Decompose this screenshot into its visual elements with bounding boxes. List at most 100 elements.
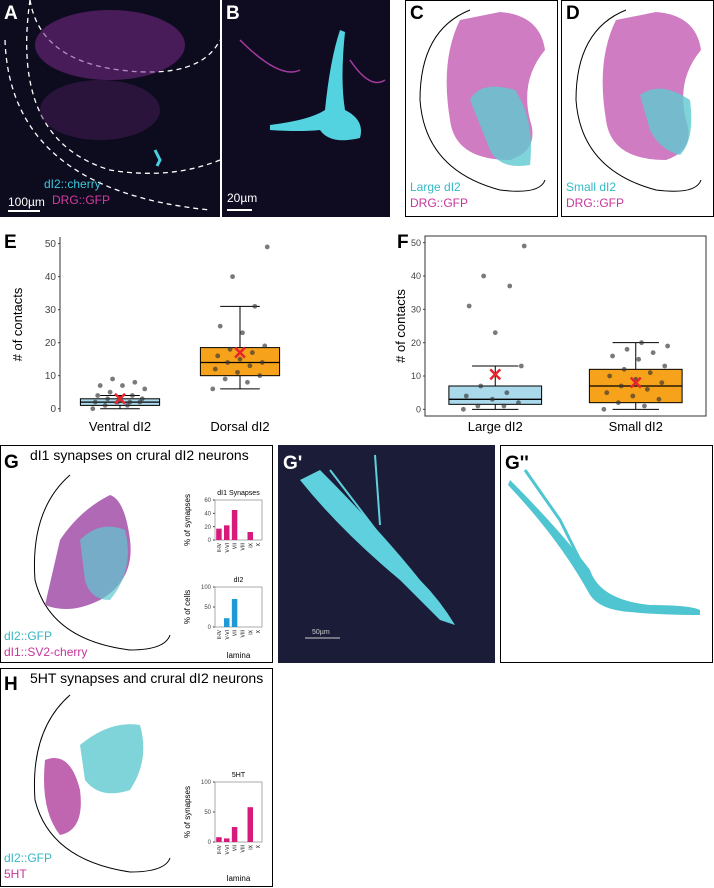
data-point <box>639 340 644 346</box>
data-point <box>521 243 527 249</box>
data-point <box>129 393 135 398</box>
panel-title: dI1 synapses on crural dI2 neurons <box>30 447 249 463</box>
legend-text: DRG::GFP <box>566 196 624 210</box>
panel-label: F <box>397 232 409 253</box>
data-point <box>662 363 668 369</box>
y-tick-label: 20 <box>204 525 211 531</box>
data-point <box>95 393 101 398</box>
x-tick-label: VIII <box>240 630 246 638</box>
data-point <box>650 350 656 356</box>
legend-text: Small dI2 <box>566 180 616 194</box>
data-point <box>257 373 263 379</box>
data-point <box>127 399 133 405</box>
x-tick-label: IX <box>248 629 254 634</box>
data-point <box>665 343 671 349</box>
bar <box>224 838 230 842</box>
cell-area <box>470 86 531 166</box>
data-point <box>105 396 111 402</box>
x-tick-label: II-IV <box>217 629 223 639</box>
x-tick-label: VIII <box>240 543 246 551</box>
neuron <box>153 149 162 167</box>
y-tick-label: 40 <box>411 271 421 281</box>
cell-area <box>80 724 144 794</box>
data-point <box>656 396 662 402</box>
panel-label: G' <box>283 453 302 474</box>
neuron <box>300 470 455 625</box>
chart-title: dI1 Synapses <box>217 490 260 497</box>
plot-frame <box>214 499 263 541</box>
panel-g-double-prime: G'' <box>500 445 713 663</box>
mean-marker <box>234 346 246 359</box>
cord-outline <box>33 474 171 651</box>
scale-bar-label: 100µm <box>8 195 45 209</box>
x-tick-label: VIII <box>240 845 246 853</box>
y-tick-label: 20 <box>411 338 421 348</box>
data-point <box>481 273 487 279</box>
y-tick-label: 0 <box>416 404 421 414</box>
data-point <box>624 346 630 352</box>
data-point <box>647 370 653 376</box>
y-tick-label: 20 <box>45 338 57 349</box>
y-tick-label: 10 <box>45 371 57 382</box>
y-tick-label: 50 <box>204 605 211 611</box>
bar <box>231 827 238 842</box>
legend-text: dI2::cherry <box>44 177 101 191</box>
y-tick-label: 50 <box>204 810 211 816</box>
panel-g-prime: G' 50µm <box>278 445 495 663</box>
panel-h: H 5HT synapses and crural dI2 neurons dI… <box>0 668 273 887</box>
micrograph <box>222 0 390 217</box>
y-axis-label: # of contacts <box>10 287 25 361</box>
cord-outline <box>33 694 171 873</box>
outline <box>26 0 221 174</box>
data-point <box>607 373 613 379</box>
cell-area <box>640 88 692 155</box>
x-tick-label: VII <box>233 630 239 636</box>
reconstruction <box>523 469 587 571</box>
panel-label: B <box>226 3 240 24</box>
data-point <box>227 346 233 352</box>
legend-text: 5HT <box>4 867 27 881</box>
data-point <box>212 366 218 372</box>
x-tick-label: V-VI <box>225 630 231 639</box>
legend-text: dI1::SV2-cherry <box>4 645 87 659</box>
data-point <box>102 402 108 408</box>
data-point <box>215 353 221 359</box>
scale-bar-label: 50µm <box>312 629 330 636</box>
data-point <box>222 376 228 382</box>
legend-text: dI2::GFP <box>4 629 52 643</box>
signal <box>40 80 160 140</box>
neuron <box>270 30 361 141</box>
x-tick-label: X <box>256 542 262 546</box>
x-tick-label: II-IV <box>217 844 223 854</box>
data-point <box>132 379 138 385</box>
data-point <box>137 399 143 405</box>
x-tick-label: X <box>256 844 262 848</box>
data-point <box>621 366 627 372</box>
y-tick-label: 60 <box>204 498 211 504</box>
frame <box>500 445 713 663</box>
data-point <box>245 379 250 385</box>
x-tick-label: Ventral dI2 <box>89 419 151 434</box>
data-point <box>489 396 495 402</box>
mean-marker <box>629 376 642 389</box>
data-point <box>225 360 231 365</box>
x-tick-label: VII <box>233 543 239 549</box>
data-point <box>210 386 216 392</box>
data-point <box>466 303 472 309</box>
panel-label: H <box>4 674 18 695</box>
data-point <box>636 356 642 362</box>
panel-title: 5HT synapses and crural dI2 neurons <box>30 670 263 686</box>
data-point <box>601 406 607 412</box>
y-axis-label: % of synapses <box>183 494 192 546</box>
bar <box>224 525 230 540</box>
data-point <box>230 274 235 280</box>
data-point <box>504 390 510 396</box>
data-point <box>516 400 521 406</box>
box <box>448 385 543 405</box>
panel-label: G'' <box>505 453 529 474</box>
mean-marker <box>114 392 126 405</box>
data-point <box>240 330 245 336</box>
x-tick-label: Small dI2 <box>609 419 663 434</box>
y-tick-label: 100 <box>201 585 212 591</box>
x-tick-label: VII <box>233 845 239 851</box>
